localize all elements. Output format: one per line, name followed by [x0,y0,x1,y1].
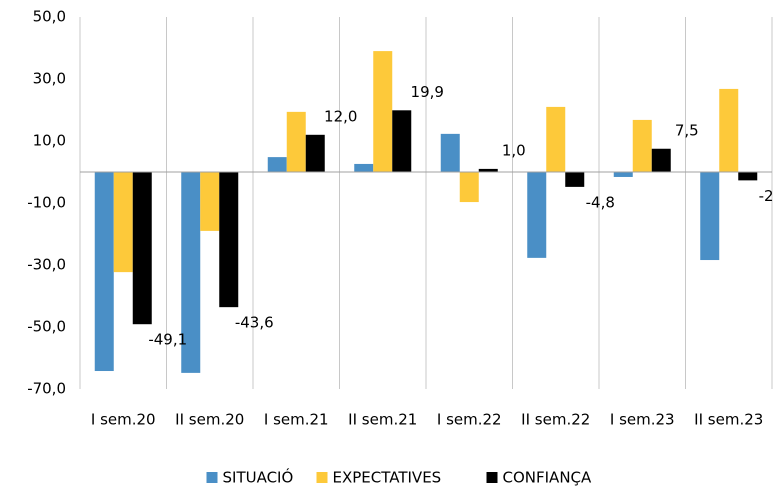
y-tick-label: -50,0 [27,318,66,336]
x-tick-label: II sem.21 [348,411,417,429]
bar [527,172,547,258]
data-label: 1,0 [502,141,526,159]
bar [305,134,325,172]
data-label: -4,8 [586,193,615,211]
legend-swatch [206,472,218,483]
legend-label: CONFIANÇA [503,469,593,487]
data-label: -43,6 [235,314,274,332]
data-label: 19,9 [411,83,444,101]
bar [113,172,133,273]
bar [132,172,152,325]
bar [478,168,498,172]
x-tick-label: II sem.20 [175,411,244,429]
y-tick-label: 30,0 [33,70,66,88]
y-tick-label: 50,0 [33,8,66,26]
bar [459,172,479,203]
x-tick-label: I sem.22 [437,411,502,429]
bar [392,110,412,172]
bar [546,106,566,172]
legend-swatch [316,472,328,483]
data-label: -49,1 [148,331,187,349]
bar [613,172,633,177]
bar [267,157,287,172]
y-tick-label: -70,0 [27,380,66,398]
x-tick-label: II sem.23 [694,411,763,429]
bar [440,133,460,172]
bar [286,111,306,172]
data-label: -2,7 [759,187,773,205]
bar [354,163,374,172]
bar [181,172,201,373]
data-label: 7,5 [675,121,699,139]
bar [200,172,220,231]
bar [700,172,720,261]
data-label: 12,0 [324,107,357,125]
bar [651,148,671,172]
x-tick-label: I sem.23 [610,411,675,429]
bar [94,172,114,372]
bar [565,172,585,187]
x-tick-label: I sem.20 [91,411,156,429]
bar [219,172,239,308]
bar [373,51,393,172]
y-tick-label: -10,0 [27,194,66,212]
legend-label: EXPECTATIVES [333,469,442,487]
legend-swatch [486,472,498,483]
x-tick-label: I sem.21 [264,411,329,429]
bar [738,172,758,181]
y-tick-label: -30,0 [27,256,66,274]
bar [632,119,652,172]
bar [719,88,739,172]
x-tick-label: II sem.22 [521,411,590,429]
y-tick-label: 10,0 [33,132,66,150]
legend-label: SITUACIÓ [223,468,294,487]
